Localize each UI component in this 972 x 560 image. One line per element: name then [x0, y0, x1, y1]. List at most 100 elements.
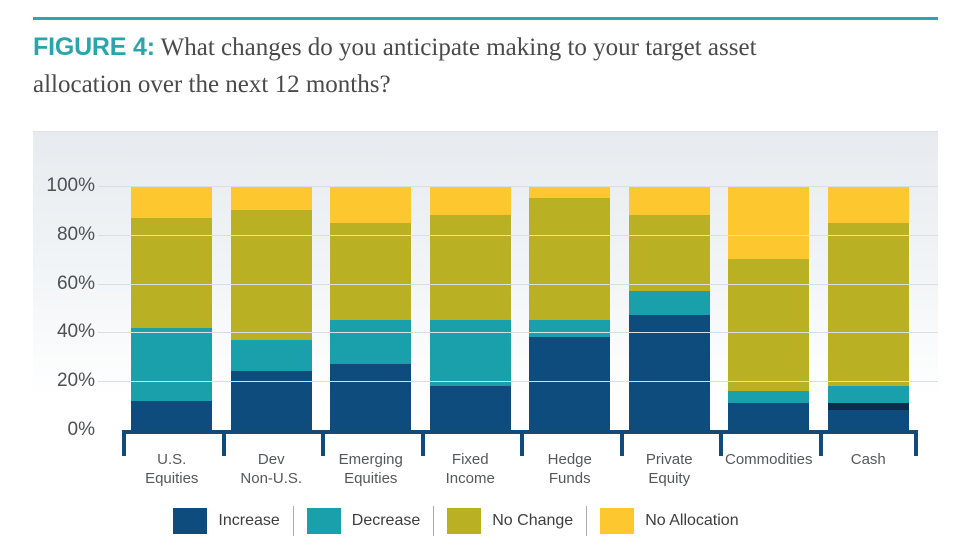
bar-segment	[429, 320, 511, 387]
bar-segment	[628, 215, 710, 291]
legend-item: No Change	[434, 508, 586, 534]
bar-segment	[827, 386, 909, 404]
legend-item: No Allocation	[587, 508, 751, 534]
y-axis-tick-label: 40%	[56, 321, 95, 343]
bar-segment	[827, 222, 909, 387]
bar-segment	[131, 186, 213, 218]
axis-tick	[321, 430, 325, 456]
category-label: Fixed Income	[445, 451, 495, 487]
bar-segment	[728, 390, 810, 404]
legend-divider	[586, 506, 588, 536]
y-axis-tick-label: 0%	[67, 419, 95, 440]
axis-tick	[520, 430, 524, 456]
stacked-bar	[230, 186, 312, 430]
legend-swatch	[600, 508, 635, 534]
axis-tick	[620, 430, 624, 456]
legend-item: Increase	[160, 508, 292, 534]
bar-segment	[230, 339, 312, 372]
category-labels: U.S. Equities Dev Non-U.S. Emerging Equities F…	[122, 450, 918, 488]
gridline	[98, 283, 938, 285]
axis-bracket	[122, 430, 918, 456]
bar-segment	[330, 320, 412, 365]
bars-row	[122, 186, 918, 430]
category-label: Emerging Equities	[338, 451, 403, 487]
bar-segment	[429, 186, 511, 216]
category-label: Private Equity	[645, 451, 693, 487]
top-accent-rule	[33, 17, 938, 20]
y-axis-tick-label: 80%	[56, 223, 95, 245]
bar-segment	[628, 186, 710, 216]
legend-swatch	[306, 508, 341, 534]
bar-segment	[827, 186, 909, 223]
bar-segment	[728, 259, 810, 391]
bar-segment	[330, 186, 412, 223]
chart-panel: U.S. Equities Dev Non-U.S. Emerging Equities F…	[33, 131, 938, 498]
axis-tick	[719, 430, 723, 456]
stacked-bar	[429, 186, 511, 430]
y-axis-tick-label: 20%	[56, 370, 95, 392]
bar-group	[321, 186, 421, 430]
bar-segment	[131, 327, 213, 401]
legend-item: Decrease	[294, 508, 433, 534]
stacked-bar	[628, 186, 710, 430]
bar-segment	[429, 215, 511, 321]
category-label: Dev Non-U.S.	[240, 451, 303, 487]
bar-segment	[728, 403, 810, 430]
bar-segment	[330, 222, 412, 321]
bar-group	[620, 186, 720, 430]
bar-segment	[827, 403, 909, 411]
figure-number-label: FIGURE 4:	[33, 33, 155, 61]
legend-label: No Change	[492, 512, 574, 529]
legend: Increase Decrease No Change No Allocation	[0, 506, 942, 536]
bar-group	[421, 186, 521, 430]
legend-label: Increase	[218, 512, 280, 529]
category-label: Hedge Funds	[547, 451, 592, 487]
bar-segment	[429, 386, 511, 430]
bar-segment	[628, 315, 710, 430]
legend-label: Decrease	[351, 512, 421, 529]
legend-swatch	[447, 508, 482, 534]
bar-group	[222, 186, 322, 430]
bar-segment	[230, 210, 312, 340]
axis-tick	[421, 430, 425, 456]
axis-tick	[122, 430, 126, 456]
y-axis-tick-label: 100%	[46, 175, 95, 196]
stacked-bar	[529, 186, 611, 430]
bar-group	[122, 186, 222, 430]
bar-segment	[529, 186, 611, 199]
legend-label: No Allocation	[645, 512, 739, 529]
axis-tick	[914, 430, 918, 456]
bar-group	[819, 186, 919, 430]
stacked-bar	[728, 186, 810, 430]
bar-segment	[628, 290, 710, 316]
bar-segment	[827, 410, 909, 430]
category-label: U.S. Equities	[145, 451, 199, 487]
gridline	[98, 332, 938, 334]
bar-segment	[529, 198, 611, 321]
bar-segment	[330, 364, 412, 430]
bar-segment	[230, 186, 312, 211]
gridline	[98, 234, 938, 236]
figure-title: FIGURE 4: What changes do you anticipate…	[33, 29, 933, 103]
legend-divider	[433, 506, 435, 536]
category-label: Cash	[850, 451, 886, 468]
bar-group	[719, 186, 819, 430]
figure-title-line2: allocation over the next 12 months?	[33, 71, 391, 98]
gridline	[98, 186, 938, 187]
legend-divider	[292, 506, 294, 536]
figure-title-line1: What changes do you anticipate making to…	[160, 34, 757, 61]
bar-segment	[131, 217, 213, 328]
bar-segment	[728, 186, 810, 260]
stacked-bar	[131, 186, 213, 430]
bar-segment	[529, 320, 611, 338]
gridline	[98, 381, 938, 383]
stacked-bar	[827, 186, 909, 430]
category-label: Commodities	[724, 451, 813, 468]
axis-tick	[222, 430, 226, 456]
legend-swatch	[173, 508, 208, 534]
stacked-bar	[330, 186, 412, 430]
bar-segment	[131, 400, 213, 430]
y-axis-tick-label: 60%	[56, 272, 95, 294]
bar-group	[520, 186, 620, 430]
